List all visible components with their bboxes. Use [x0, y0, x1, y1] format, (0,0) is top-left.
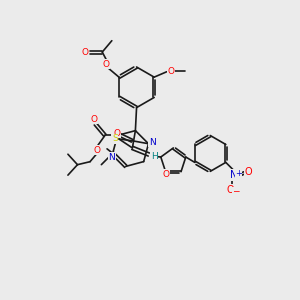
Text: H: H — [151, 152, 158, 161]
Text: O: O — [113, 129, 120, 138]
Text: O: O — [93, 146, 100, 155]
Text: O: O — [226, 185, 234, 195]
Text: O: O — [81, 48, 88, 57]
Text: O: O — [90, 115, 97, 124]
Text: O: O — [244, 167, 252, 177]
Text: +: + — [235, 169, 242, 178]
Text: O: O — [102, 59, 109, 68]
Text: −: − — [232, 187, 239, 196]
Text: O: O — [163, 169, 170, 178]
Text: N: N — [230, 170, 238, 180]
Text: O: O — [168, 67, 175, 76]
Text: N: N — [108, 153, 115, 162]
Text: S: S — [112, 134, 118, 143]
Text: N: N — [149, 138, 155, 147]
